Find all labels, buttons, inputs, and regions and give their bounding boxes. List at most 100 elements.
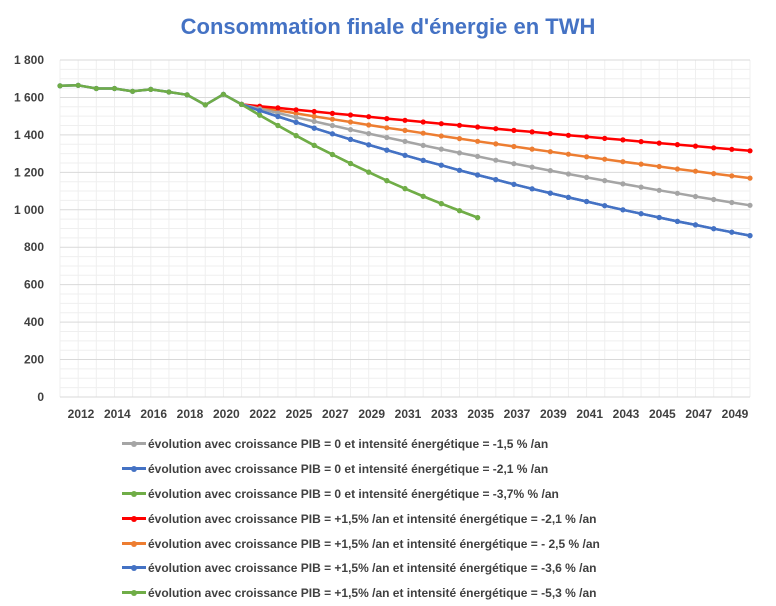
- series-1-point: [420, 142, 426, 148]
- series-3-point: [347, 160, 354, 167]
- series-3-point: [311, 142, 317, 148]
- series-1-point: [529, 164, 535, 170]
- series-1-point: [384, 134, 390, 141]
- series-2-point: [293, 119, 299, 125]
- legend-label: évolution avec croissance PIB = 0 et int…: [148, 462, 549, 477]
- legend-swatch-marker: [131, 441, 137, 448]
- series-3-point: [475, 215, 481, 221]
- series-4-point: [366, 114, 372, 120]
- y-tick-label: 600: [24, 278, 44, 292]
- legend-label: évolution avec croissance PIB = +1,5% /a…: [148, 586, 597, 601]
- legend: évolution avec croissance PIB = 0 et int…: [122, 432, 600, 606]
- legend-item: évolution avec croissance PIB = +1,5% /a…: [122, 531, 600, 556]
- y-tick-label: 1 000: [14, 203, 44, 217]
- series-1-point: [347, 127, 354, 133]
- y-tick-label: 0: [37, 390, 44, 404]
- series-1-point: [311, 118, 317, 124]
- y-tick-label: 1 200: [14, 165, 44, 179]
- series-4-point: [456, 122, 463, 128]
- x-tick-label: 2014: [104, 407, 131, 421]
- series-3-point: [275, 122, 281, 129]
- series-3-point: [239, 101, 245, 107]
- legend-item: évolution avec croissance PIB = +1,5% /a…: [122, 556, 600, 581]
- x-tick-label: 2012: [68, 407, 95, 421]
- series-5-point: [293, 110, 299, 116]
- series-3-point: [257, 112, 263, 118]
- series-5-point: [402, 127, 408, 133]
- series-1-point: [584, 174, 590, 180]
- series-4-point: [420, 119, 426, 125]
- y-tick-label: 1 600: [14, 90, 44, 104]
- series-5-point: [747, 175, 753, 181]
- series-1-point: [438, 146, 444, 152]
- series-4-point: [747, 148, 753, 154]
- series-5-point: [493, 141, 499, 147]
- series-4-point: [584, 134, 590, 140]
- series-5-point: [565, 151, 572, 157]
- legend-swatch: [122, 489, 146, 499]
- legend-swatch-marker: [131, 515, 137, 522]
- series-1-point: [511, 161, 517, 167]
- legend-item: évolution avec croissance PIB = 0 et int…: [122, 482, 600, 507]
- series-4-point: [311, 108, 317, 115]
- series-3-point: [420, 193, 426, 199]
- series-2-point: [347, 136, 354, 142]
- series-1-point: [656, 187, 662, 193]
- series-5-point: [529, 146, 535, 152]
- series-3-point: [57, 83, 63, 89]
- series-1-point: [638, 184, 644, 190]
- series-1-point: [493, 157, 499, 163]
- series-1-point: [674, 190, 681, 196]
- series-3-point: [93, 85, 99, 92]
- series-5-point: [656, 163, 662, 170]
- legend-swatch-marker: [131, 466, 137, 473]
- series-3-point: [184, 92, 190, 98]
- series-4-point: [438, 121, 444, 127]
- series-5-point: [366, 122, 372, 128]
- series-2-point: [747, 233, 753, 239]
- series-5-point: [475, 138, 481, 144]
- legend-swatch: [122, 464, 146, 474]
- series-3-point: [329, 151, 335, 158]
- legend-label: évolution avec croissance PIB = +1,5% /a…: [148, 561, 597, 576]
- series-2-point: [674, 218, 681, 224]
- y-tick-label: 1 800: [14, 53, 44, 67]
- legend-item: évolution avec croissance PIB = +1,5% /a…: [122, 581, 600, 606]
- series-2-point: [456, 167, 463, 173]
- axes: 0 200 400 600 800 1 000 1 200 1 400 1 600 1 800 20…: [14, 53, 749, 421]
- series-5-point: [347, 119, 354, 125]
- series-1-point: [602, 178, 608, 184]
- y-tick-label: 200: [24, 353, 44, 367]
- series-3-point: [402, 186, 408, 192]
- series-2-point: [602, 203, 608, 209]
- series-1-point: [547, 168, 553, 174]
- series-2-point: [257, 108, 263, 114]
- series-1-point: [565, 171, 572, 177]
- series-2-point: [729, 229, 735, 235]
- series-4-point: [602, 135, 608, 141]
- x-tick-label: 2041: [576, 407, 603, 421]
- series-4-point: [493, 126, 499, 132]
- legend-swatch-marker: [131, 490, 137, 497]
- legend-swatch-marker: [131, 540, 137, 547]
- x-tick-label: 2047: [685, 407, 712, 421]
- series-4-point: [402, 117, 408, 123]
- series-line-3: [59, 84, 479, 219]
- legend-swatch-marker: [131, 590, 137, 597]
- series-4-point: [565, 132, 572, 138]
- series-2-point: [311, 125, 317, 131]
- series-3-point: [111, 85, 118, 92]
- legend-swatch: [122, 563, 146, 573]
- series-1-point: [366, 131, 372, 137]
- series-3-point: [166, 89, 172, 95]
- x-tick-label: 2029: [358, 407, 385, 421]
- series-5-point: [384, 125, 390, 131]
- series-5-point: [638, 161, 644, 167]
- series-2-point: [620, 207, 626, 213]
- series-2-point: [692, 222, 699, 228]
- series-5-point: [547, 149, 553, 155]
- series-2-point: [638, 211, 644, 217]
- legend-swatch: [122, 514, 146, 524]
- x-tick-label: 2043: [613, 407, 640, 421]
